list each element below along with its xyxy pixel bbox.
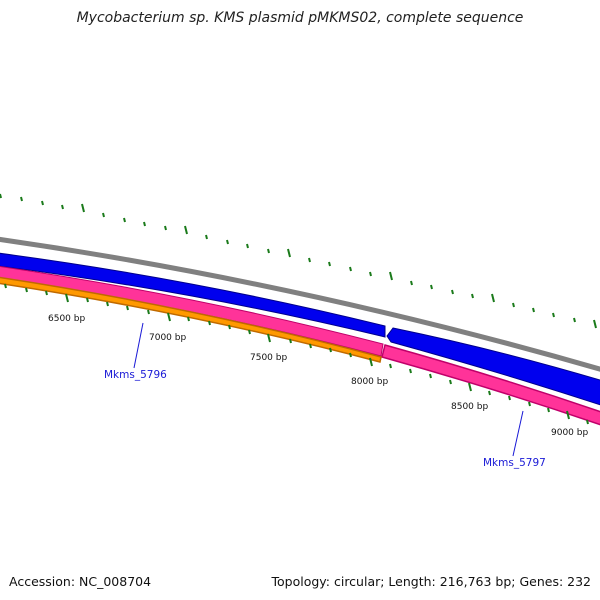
inner-tick [547,407,550,413]
outer-tick [41,200,44,206]
outer-tick [226,239,229,245]
inner-tick [566,410,570,420]
inner-tick [508,395,511,401]
outer-tick [369,271,372,277]
inner-tick [528,401,531,407]
inner-tick [228,324,231,330]
inner-tick [349,352,352,358]
scale-labels: 6500 bp 7000 bp 7500 bp 8000 bp 8500 bp … [48,314,588,438]
gene-arrow-forward-2[interactable] [386,327,600,408]
inner-tick [468,382,472,392]
outer-tick [143,221,146,227]
gene-label-mkms-5797[interactable]: Mkms_5797 [483,457,546,469]
outer-tick [410,280,413,286]
inner-tick [65,293,69,303]
outer-tick [184,225,188,235]
tick-label: 8000 bp [351,377,388,387]
outer-tick [123,217,126,223]
inner-tick [126,305,129,311]
inner-tick [309,343,312,349]
outer-tick [471,293,474,299]
inner-tick [586,419,589,425]
inner-tick [25,287,28,293]
gene-arrow-forward[interactable] [0,252,386,338]
inner-tick [45,290,48,296]
inner-tick [86,297,89,303]
orange-feature-track[interactable] [0,276,382,363]
outer-tick [246,243,249,249]
forward-strand-track [0,252,600,408]
outer-tick [81,203,85,213]
inner-tick [267,333,271,343]
outer-tick [389,271,393,281]
outer-tick [328,261,331,267]
outer-tick [512,302,515,308]
inner-tick [167,312,171,322]
inner-tick [106,301,109,307]
tick-label: 7500 bp [250,353,287,363]
inner-tick [409,368,412,374]
gene-labels: Mkms_5796 Mkms_5797 [104,322,546,469]
outer-tick [552,312,555,318]
outer-tick [308,257,311,263]
outer-tick [287,248,291,258]
inner-tick [449,379,452,385]
outer-tick [451,289,454,295]
outer-tick [593,319,597,329]
inner-tick [147,309,150,315]
outer-tick [0,193,2,199]
tick-label: 9000 bp [551,428,588,438]
outer-tick [205,234,208,240]
outer-tick-ring [0,193,597,329]
tick-label: 8500 bp [451,402,488,412]
inner-tick-ring [4,283,589,425]
inner-tick [4,283,7,289]
inner-tick [248,329,251,335]
outer-tick [267,248,270,254]
inner-tick [208,320,211,326]
outer-tick [430,284,433,290]
gene-leader-line [133,322,144,369]
inner-tick [187,316,190,322]
outer-tick [102,212,105,218]
accession-text: Accession: NC_008704 [9,574,151,589]
inner-tick [429,373,432,379]
inner-tick [329,347,332,353]
backbone-circle [0,236,600,372]
topology-summary-text: Topology: circular; Length: 216,763 bp; … [271,574,592,589]
outer-tick [491,293,495,303]
tick-label: 6500 bp [48,314,85,324]
outer-tick [573,317,576,323]
map-title: Mycobacterium sp. KMS plasmid pMKMS02, c… [77,10,524,26]
outer-tick [164,225,167,231]
outer-tick [61,204,64,210]
inner-tick [289,338,292,344]
tick-label: 7000 bp [149,333,186,343]
gene-leader-line [512,410,524,457]
inner-tick [389,363,392,369]
inner-tick [369,357,373,367]
gene-label-mkms-5796[interactable]: Mkms_5796 [104,369,167,381]
outer-tick [20,196,23,202]
gene-arrow-reverse-2[interactable] [381,344,600,428]
outer-tick [532,307,535,313]
inner-tick [488,390,491,396]
outer-tick [349,266,352,272]
